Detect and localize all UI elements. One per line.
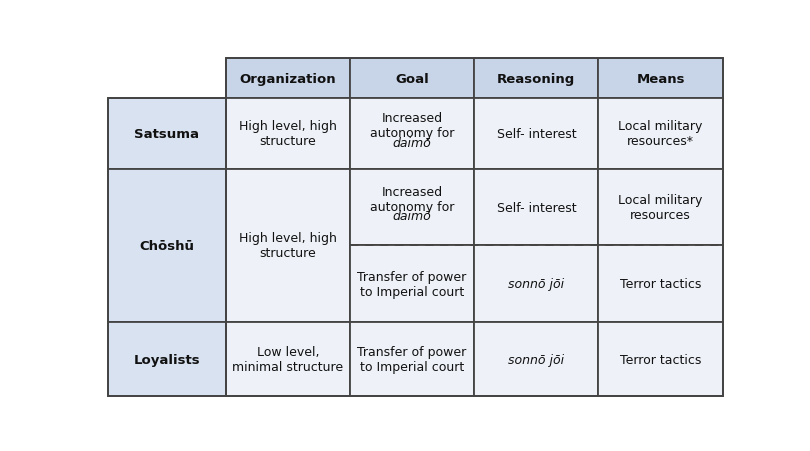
Text: Increased
autonomy for: Increased autonomy for (370, 186, 454, 214)
Bar (350, 99, 474, 169)
Text: sonnō jōi: sonnō jōi (508, 353, 565, 366)
Text: Terror tactics: Terror tactics (620, 353, 701, 366)
Bar (474, 99, 599, 169)
Text: High level, high
structure: High level, high structure (239, 120, 337, 148)
Bar (350, 60, 474, 99)
Bar (350, 246, 474, 323)
Bar (226, 60, 350, 99)
Text: sonnō jōi: sonnō jōi (508, 278, 565, 291)
Bar (599, 60, 723, 99)
Bar (226, 323, 350, 396)
Bar (599, 169, 723, 246)
Text: Loyalists: Loyalists (134, 353, 200, 366)
Bar (474, 323, 599, 396)
Text: Local military
resources*: Local military resources* (618, 120, 703, 148)
Bar (599, 246, 723, 323)
Bar (474, 169, 599, 246)
Bar (226, 169, 350, 323)
Bar (599, 323, 723, 396)
Bar (108, 99, 226, 396)
Text: Satsuma: Satsuma (134, 128, 199, 141)
Text: Goal: Goal (395, 73, 429, 86)
Text: Increased
autonomy for: Increased autonomy for (370, 112, 454, 140)
Text: High level, high
structure: High level, high structure (239, 232, 337, 260)
Text: Transfer of power
to Imperial court: Transfer of power to Imperial court (357, 271, 467, 298)
Bar (108, 99, 226, 169)
Bar (350, 169, 474, 246)
Bar (226, 99, 350, 169)
Text: daimō: daimō (393, 210, 432, 223)
Text: daimō: daimō (393, 137, 432, 150)
Text: Low level,
minimal structure: Low level, minimal structure (232, 345, 343, 373)
Text: Chōshū: Chōshū (139, 239, 194, 253)
Text: Local military
resources: Local military resources (618, 193, 703, 221)
Text: Terror tactics: Terror tactics (620, 278, 701, 291)
Text: Self- interest: Self- interest (497, 201, 576, 214)
Bar (350, 323, 474, 396)
Text: Reasoning: Reasoning (497, 73, 575, 86)
Text: Self- interest: Self- interest (497, 128, 576, 141)
Text: Organization: Organization (240, 73, 336, 86)
Bar (474, 246, 599, 323)
Text: Transfer of power
to Imperial court: Transfer of power to Imperial court (357, 345, 467, 373)
Bar (108, 323, 226, 396)
Bar (108, 60, 226, 99)
Bar (226, 60, 723, 396)
Text: Means: Means (637, 73, 684, 86)
Bar (599, 99, 723, 169)
Bar (108, 169, 226, 323)
Bar (474, 60, 599, 99)
